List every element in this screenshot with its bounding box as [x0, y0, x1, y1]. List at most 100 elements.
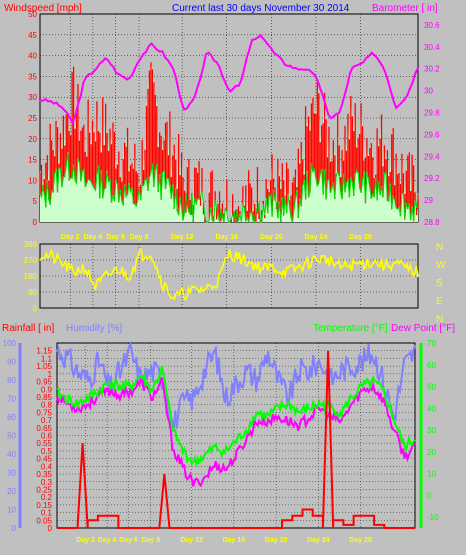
wind-tick-label: 35: [28, 72, 37, 81]
rainfall-tick-label: 1.15: [36, 347, 52, 356]
rainfall-tick-label: 0.05: [36, 516, 52, 525]
direction-tick-label: 180: [24, 272, 38, 281]
barometer-line: [39, 34, 419, 126]
rainfall-tick-label: 0.1: [41, 509, 53, 518]
temperature-tick-label: 20: [427, 448, 436, 457]
rainfall-tick-label: 0.65: [36, 424, 52, 433]
temperature-line: [56, 366, 416, 468]
wind-tick-label: 30: [28, 93, 37, 102]
barometer-tick-label: 28.8: [424, 218, 440, 227]
temperature-tick-label: 50: [427, 383, 436, 392]
rainfall-tick-label: 0.25: [36, 485, 52, 494]
rainfall-axis-title: Rainfall [ in]: [2, 323, 54, 334]
barometer-tick-label: 30.6: [424, 21, 440, 30]
compass-label: N: [436, 314, 443, 325]
temperature-axis-title: Temperature [°F]: [313, 323, 388, 334]
direction-tick-label: 270: [24, 256, 38, 265]
weather-day-label: Day 20: [265, 537, 288, 544]
rainfall-tick-label: 0.55: [36, 439, 52, 448]
humidity-tick-label: 100: [3, 339, 17, 348]
rainfall-tick-label: 0.35: [36, 470, 52, 479]
dewpoint-axis-title: Dew Point [°F]: [391, 323, 455, 334]
wind-day-labels: Day 2 Day 4 Day 6 Day 8 Day 12 Day 16 Day 20 Da…: [61, 234, 372, 241]
weather-day-label: Day 6: [119, 537, 138, 544]
wind-tick-label: 50: [28, 10, 37, 19]
barometer-tick-label: 30.2: [424, 65, 440, 74]
wind-day-label: Day 4: [84, 234, 103, 241]
temperature-ticks: -10 0 10 20 30 40 50 60 70: [419, 339, 439, 528]
humidity-tick-label: 60: [7, 413, 16, 422]
wind-right-ticks: 28.8 29 29.2 29.4 29.6 29.8 30 30.2 30.4 30.6: [424, 21, 440, 227]
humidity-tick-label: 30: [7, 469, 16, 478]
wind-tick-label: 0: [33, 218, 38, 227]
weather-day-label: Day 8: [141, 537, 160, 544]
wind-day-label: Day 20: [260, 234, 283, 241]
weather-panel: 00.050.10.150.20.250.30.350.40.450.50.55…: [3, 339, 439, 544]
barometer-tick-label: 30.4: [424, 43, 440, 52]
barometer-tick-label: 29.8: [424, 109, 440, 118]
humidity-tick-label: 10: [7, 506, 16, 515]
wind-average-line: [39, 152, 419, 224]
wind-day-label: Day 12: [171, 234, 194, 241]
barometer-axis-title: Barometer [ in]: [372, 3, 438, 14]
wind-day-label: Day 24: [305, 234, 328, 241]
rainfall-line: [57, 350, 415, 529]
temperature-tick-label: 10: [427, 470, 436, 479]
temperature-tick-label: 60: [427, 361, 436, 370]
rainfall-ticks: 00.050.10.150.20.250.30.350.40.450.50.55…: [36, 347, 52, 533]
temperature-tick-label: 70: [427, 339, 436, 348]
temperature-tick-label: 40: [427, 404, 436, 413]
direction-tick-label: 0: [33, 304, 38, 313]
temperature-tick-label: 30: [427, 426, 436, 435]
humidity-tick-label: 50: [7, 432, 16, 441]
humidity-axis-title: Humidity [%]: [66, 323, 122, 334]
compass-label: N: [436, 242, 443, 253]
rainfall-tick-label: 0.85: [36, 393, 52, 402]
barometer-tick-label: 29: [424, 196, 433, 205]
wind-tick-label: 45: [28, 31, 37, 40]
wind-day-label: Day 8: [130, 234, 149, 241]
wind-direction-line: [39, 247, 419, 302]
weather-day-label: Day 28: [349, 537, 372, 544]
weather-day-label: Day 24: [307, 537, 330, 544]
weather-series: [56, 341, 416, 529]
humidity-tick-label: 40: [7, 450, 16, 459]
barometer-tick-label: 29.6: [424, 130, 440, 139]
wind-series: [39, 34, 419, 224]
barometer-tick-label: 29.4: [424, 152, 440, 161]
wind-day-label: Day 2: [61, 234, 80, 241]
direction-series: [39, 247, 419, 302]
weather-day-label: Day 12: [180, 537, 203, 544]
barometer-tick-label: 30: [424, 87, 433, 96]
rainfall-tick-label: 0.15: [36, 501, 52, 510]
wind-tick-label: 20: [28, 135, 37, 144]
rainfall-tick-label: 0.3: [41, 478, 53, 487]
chart-title: Current last 30 days November 30 2014: [172, 3, 350, 14]
humidity-ticks: 0 10 20 30 40 50 60 70 80 90 100: [3, 339, 22, 533]
humidity-line: [56, 341, 416, 429]
humidity-tick-label: 70: [7, 395, 16, 404]
rainfall-tick-label: 1.05: [36, 362, 52, 371]
wind-tick-label: 40: [28, 52, 37, 61]
wind-tick-label: 10: [28, 176, 37, 185]
rainfall-tick-label: 1: [48, 370, 53, 379]
rainfall-tick-label: 0.75: [36, 408, 52, 417]
weather-day-labels: Day 2 Day 4 Day 6 Day 8 Day 12 Day 16 Day 20 Da…: [76, 537, 372, 544]
rainfall-tick-label: 1.1: [41, 354, 53, 363]
direction-tick-label: 90: [28, 288, 37, 297]
rainfall-tick-label: 0.45: [36, 455, 52, 464]
wind-day-label: Day 16: [215, 234, 238, 241]
humidity-tick-label: 90: [7, 358, 16, 367]
compass-label: E: [436, 296, 443, 307]
rainfall-tick-label: 0.95: [36, 378, 52, 387]
rainfall-tick-label: 0.8: [41, 401, 53, 410]
wind-day-label: Day 6: [106, 234, 125, 241]
rainfall-tick-label: 0.5: [41, 447, 53, 456]
weather-day-label: Day 4: [98, 537, 117, 544]
wind-day-label: Day 28: [349, 234, 372, 241]
rainfall-tick-label: 0.4: [41, 462, 53, 471]
